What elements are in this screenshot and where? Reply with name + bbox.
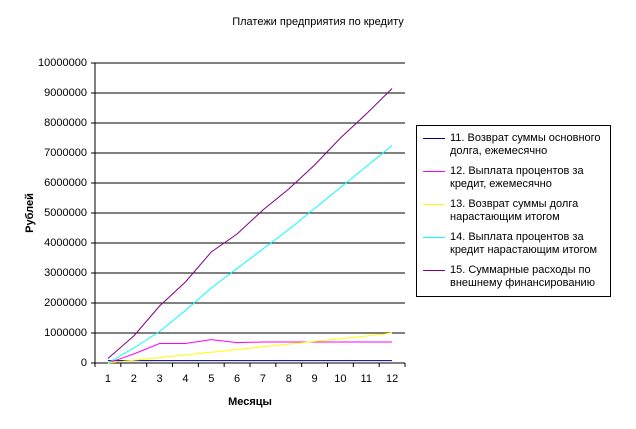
x-tick-label: 11: [361, 373, 372, 385]
legend-swatch: [423, 270, 445, 271]
legend-label: 15. Суммарные расходы по внешнему финанс…: [450, 264, 595, 289]
x-tick-label: 7: [260, 373, 266, 385]
series-line: [107, 332, 393, 364]
x-tick-label: 3: [157, 373, 163, 385]
legend-swatch: [423, 138, 445, 139]
x-tick-label: 10: [334, 373, 346, 385]
legend-entry: 14. Выплата процентов за кредит нарастаю…: [421, 231, 606, 257]
y-tick-label: 1000000: [44, 327, 87, 339]
x-tick-label: 9: [312, 373, 318, 385]
y-axis-label: Рублей: [24, 193, 36, 233]
x-tick-label: 1: [105, 373, 111, 385]
legend-entry: 13. Возврат суммы долга нарастающим итог…: [421, 198, 606, 224]
series-line: [107, 145, 393, 364]
x-tick-label: 5: [208, 373, 214, 385]
legend: 11. Возврат суммы основного долга, ежеме…: [416, 125, 611, 297]
x-tick-label: 8: [286, 373, 292, 385]
legend-swatch: [423, 204, 445, 205]
x-axis-label: Месяцы: [228, 396, 272, 408]
legend-swatch: [423, 237, 445, 238]
legend-swatch: [423, 171, 445, 172]
y-tick-label: 4000000: [44, 237, 87, 249]
y-tick-label: 2000000: [44, 297, 87, 309]
x-tick-label: 12: [386, 373, 398, 385]
y-tick-label: 8000000: [44, 117, 87, 129]
y-tick-label: 5000000: [44, 207, 87, 219]
legend-entry: 11. Возврат суммы основного долга, ежеме…: [421, 132, 606, 158]
x-tick-label: 4: [182, 373, 188, 385]
legend-entry: 15. Суммарные расходы по внешнему финанс…: [421, 264, 606, 290]
y-tick-label: 7000000: [44, 147, 87, 159]
x-tick-label: 6: [234, 373, 240, 385]
chart-title: Платежи предприятия по кредиту: [232, 16, 404, 28]
y-tick-label: 10000000: [38, 57, 87, 69]
y-tick-label: 6000000: [44, 177, 87, 189]
y-tick-label: 9000000: [44, 87, 87, 99]
legend-entry: 12. Выплата процентов за кредит, ежемеся…: [421, 165, 606, 191]
legend-label: 14. Выплата процентов за кредит нарастаю…: [450, 231, 598, 256]
legend-label: 13. Возврат суммы долга нарастающим итог…: [450, 198, 579, 223]
y-tick-label: 3000000: [44, 267, 87, 279]
legend-label: 11. Возврат суммы основного долга, ежеме…: [450, 132, 601, 157]
x-tick-label: 2: [131, 373, 137, 385]
series-line: [107, 88, 393, 359]
y-tick-label: 0: [81, 357, 87, 369]
series-line: [107, 339, 393, 364]
legend-label: 12. Выплата процентов за кредит, ежемеся…: [450, 165, 584, 190]
